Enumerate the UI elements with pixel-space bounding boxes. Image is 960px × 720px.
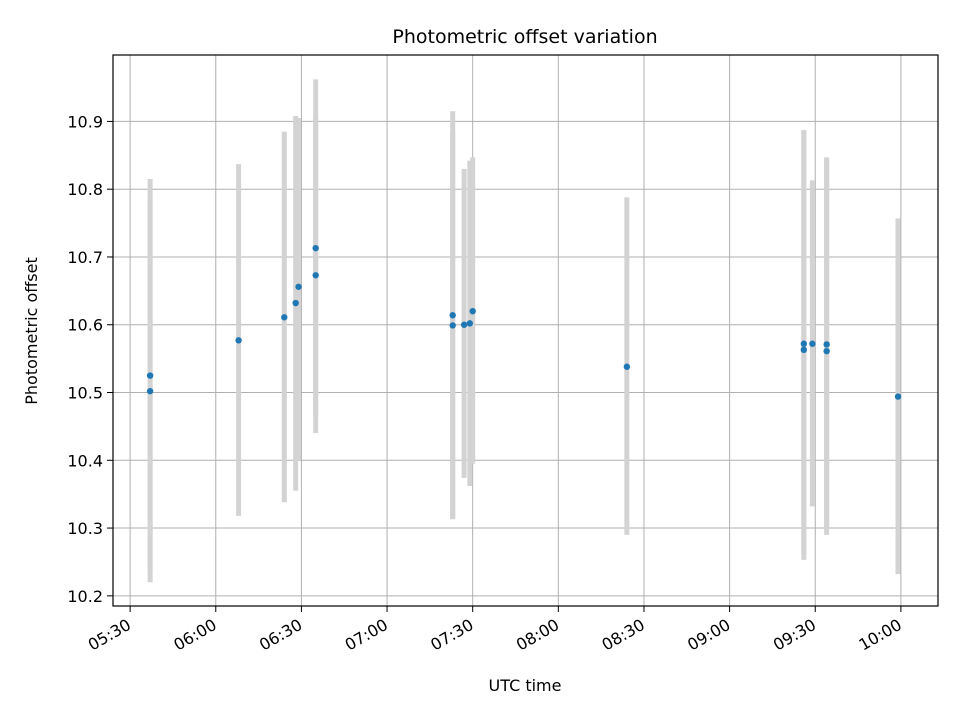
data-point [281,314,288,321]
y-tick-label: 10.5 [67,384,103,403]
data-point [292,299,299,307]
data-point [809,340,816,347]
data-point [623,363,631,370]
data-point [466,320,474,327]
data-point [312,244,319,252]
y-axis-ticks: 10.2 10.3 10.4 10.5 10.6 10.7 10.8 10.9 [67,112,113,606]
data-point [146,372,154,379]
y-axis-label: Photometric offset [22,257,41,405]
y-tick-label: 10.6 [67,316,103,335]
data-point [235,337,242,344]
data-point [800,346,808,354]
data-point [460,321,468,328]
data-point [449,322,456,329]
y-tick-label: 10.7 [67,248,103,267]
y-tick-label: 10.4 [67,451,103,470]
y-tick-label: 10.8 [67,180,103,199]
y-tick-label: 10.3 [67,519,103,538]
data-point [823,347,830,355]
grid [113,55,938,606]
data-point [146,387,154,395]
data-point [312,272,319,279]
plot-area-frame [112,54,939,607]
chart-title: Photometric offset variation [392,26,657,48]
data-point [823,341,830,348]
data-point [449,312,456,319]
y-tick-label: 10.2 [67,587,103,606]
data-point [295,283,302,290]
data-point [800,340,808,347]
data-point [469,307,476,315]
x-axis-label: UTC time [489,676,562,695]
y-tick-label: 10.9 [67,112,103,131]
data-point [894,393,902,400]
data-points [146,244,902,400]
